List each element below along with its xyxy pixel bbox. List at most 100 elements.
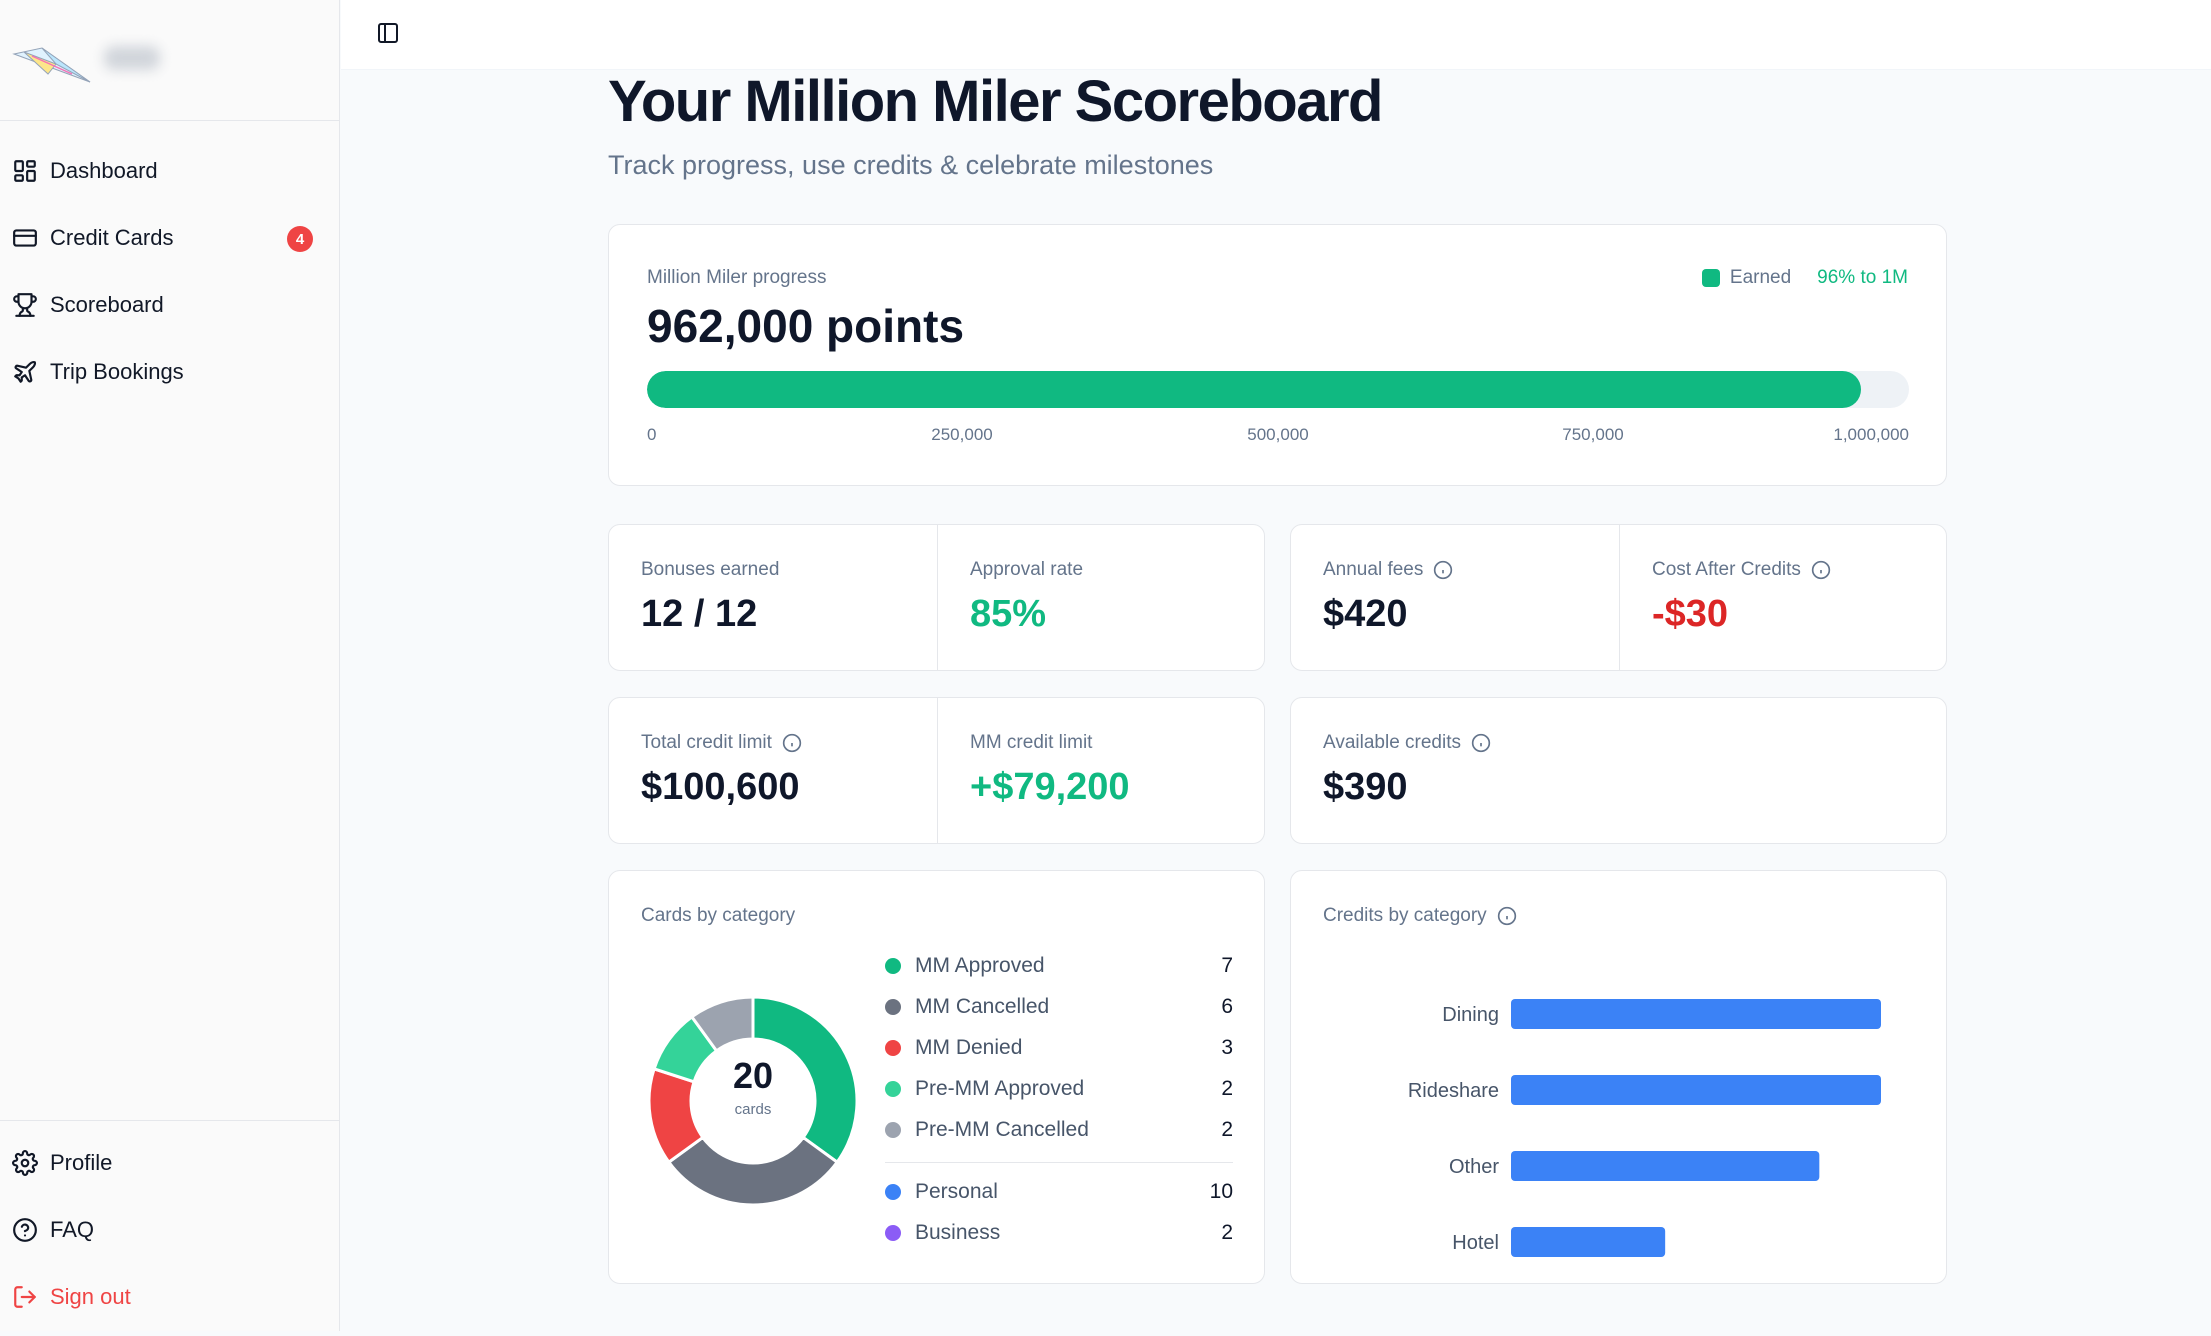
progress-tick: 750,000 [1562,425,1624,444]
stat-label: Annual fees [1323,559,1453,581]
donut-slice-pre-mm-cancelled[interactable] [689,995,755,1053]
sidebar-item-trip-bookings[interactable]: Trip Bookings [0,338,339,405]
sidebar-item-credit-cards[interactable]: Credit Cards 4 [0,204,339,271]
legend-value: 3 [1221,1035,1233,1059]
chart-title-text: Credits by category [1323,905,1487,926]
approval-stat: Approval rate 85% [937,525,1265,670]
bar-category-label: Hotel [1452,1232,1499,1254]
stat-value: $100,600 [641,766,800,808]
progress-axis: 0 250,000 500,000 750,000 1,000,000 [647,425,1909,449]
page-title: Your Million Miler Scoreboard [608,69,1383,134]
available-credits-stat: Available credits $390 [1291,698,1947,843]
stat-label-text: Cost After Credits [1652,559,1801,580]
mm-credit-limit-stat: MM credit limit +$79,200 [937,698,1265,843]
stat-label: MM credit limit [970,732,1093,753]
sign-out-button[interactable]: Sign out [0,1263,339,1330]
bar-rideshare[interactable] [1511,1075,1881,1105]
progress-tick: 0 [647,425,657,444]
legend-dot [885,1183,901,1200]
bar-dining[interactable] [1511,999,1881,1029]
legend-dot [885,957,901,974]
stat-label-text: Total credit limit [641,732,772,753]
legend-dot [885,1039,901,1056]
progress-bar [647,371,1909,408]
legend-item: Pre-MM Approved 2 [885,1068,1233,1109]
sidebar-item-label: Credit Cards [50,224,174,250]
stat-label: Total credit limit [641,732,802,754]
chart-title: Cards by category [641,905,796,926]
info-icon[interactable] [782,733,802,753]
bonuses-stat: Bonuses earned 12 / 12 [609,525,937,670]
legend-label: Pre-MM Approved [915,1076,1085,1100]
stat-label-text: Available credits [1323,732,1462,753]
bar-category-label: Other [1449,1156,1499,1178]
credits-bar-chart: Dining Rideshare Other Hotel [1408,999,1881,1257]
legend-item: Personal 10 [885,1171,1233,1212]
info-icon[interactable] [1433,560,1453,580]
cards-by-category-card: Cards by category 20 cards MM Approved 7 M… [608,870,1265,1284]
info-icon[interactable] [1471,733,1491,753]
annual-fees-stat: Annual fees $420 [1291,525,1619,670]
chart-title: Credits by category [1323,905,1517,927]
progress-tick: 500,000 [1247,425,1309,444]
stat-value: -$30 [1652,593,1729,635]
stat-label: Available credits [1323,732,1491,754]
bar-hotel[interactable] [1511,1227,1666,1257]
legend-item: MM Cancelled 6 [885,986,1233,1027]
stat-label: Approval rate [970,559,1084,580]
sidebar-item-label: Sign out [50,1283,131,1309]
sidebar-item-faq[interactable]: FAQ [0,1196,339,1263]
brand-name-blurred [104,46,160,70]
credits-by-category-card: Credits by category Dining Rideshare Other… [1290,870,1947,1284]
plane-icon [14,360,37,383]
available-credits-card: Available credits $390 [1290,697,1947,844]
logo-area [0,0,339,121]
legend-dot [885,998,901,1015]
earned-legend-label: Earned [1729,267,1792,288]
legend-dot [885,1080,901,1097]
legend-value: 7 [1221,953,1233,977]
legend-value: 2 [1221,1076,1233,1100]
trophy-icon [13,292,37,317]
legend-label: MM Denied [915,1035,1023,1059]
sidebar: Dashboard Credit Cards 4 Scoreboard Trip… [0,0,340,1331]
donut-center: 20 cards [647,1055,859,1118]
legend-item: MM Denied 3 [885,1027,1233,1068]
sidebar-item-label: Dashboard [50,157,158,183]
sidebar-item-scoreboard[interactable]: Scoreboard [0,271,339,338]
progress-tick: 250,000 [931,425,993,444]
paper-plane-logo[interactable] [12,34,92,84]
bar-category-label: Rideshare [1408,1080,1499,1102]
stat-value: +$79,200 [970,766,1130,808]
bar-other[interactable] [1511,1151,1820,1181]
gear-icon [12,1149,38,1176]
sidebar-item-label: FAQ [50,1216,95,1242]
progress-bar-fill [647,371,1862,408]
donut-sublabel: cards [734,1101,772,1118]
sidebar-footer: Profile FAQ Sign out [0,1120,339,1330]
sidebar-item-label: Trip Bookings [50,358,184,384]
cards-donut-chart [647,995,859,1207]
fees-card: Annual fees $420 Cost After Credits -$30 [1290,524,1947,671]
donut-slice-mm-cancelled[interactable] [666,1135,840,1207]
stat-value: 85% [970,593,1047,635]
sidebar-toggle-button[interactable] [373,18,403,48]
log-out-icon [14,1285,36,1308]
progress-legend: Earned 96% to 1M [1701,267,1908,289]
percent-to-goal: 96% to 1M [1817,267,1908,288]
stat-label-text: Annual fees [1323,559,1424,580]
info-icon[interactable] [1497,906,1517,926]
sidebar-item-profile[interactable]: Profile [0,1129,339,1196]
legend-label: MM Approved [915,953,1045,977]
sidebar-item-dashboard[interactable]: Dashboard [0,137,339,204]
legend-item: Pre-MM Cancelled 2 [885,1109,1233,1150]
donut-legend: MM Approved 7 MM Cancelled 6 MM Denied 3 Pre-M… [885,945,1233,1253]
legend-label: Business [915,1220,1001,1244]
bonuses-approval-card: Bonuses earned 12 / 12 Approval rate 85% [608,524,1265,671]
sidebar-item-label: Scoreboard [50,291,164,317]
info-icon[interactable] [1811,560,1831,580]
dashboard-icon [14,159,36,182]
donut-slice-mm-approved[interactable] [751,995,859,1165]
stat-label: Bonuses earned [641,559,780,580]
earned-swatch [1701,269,1720,287]
